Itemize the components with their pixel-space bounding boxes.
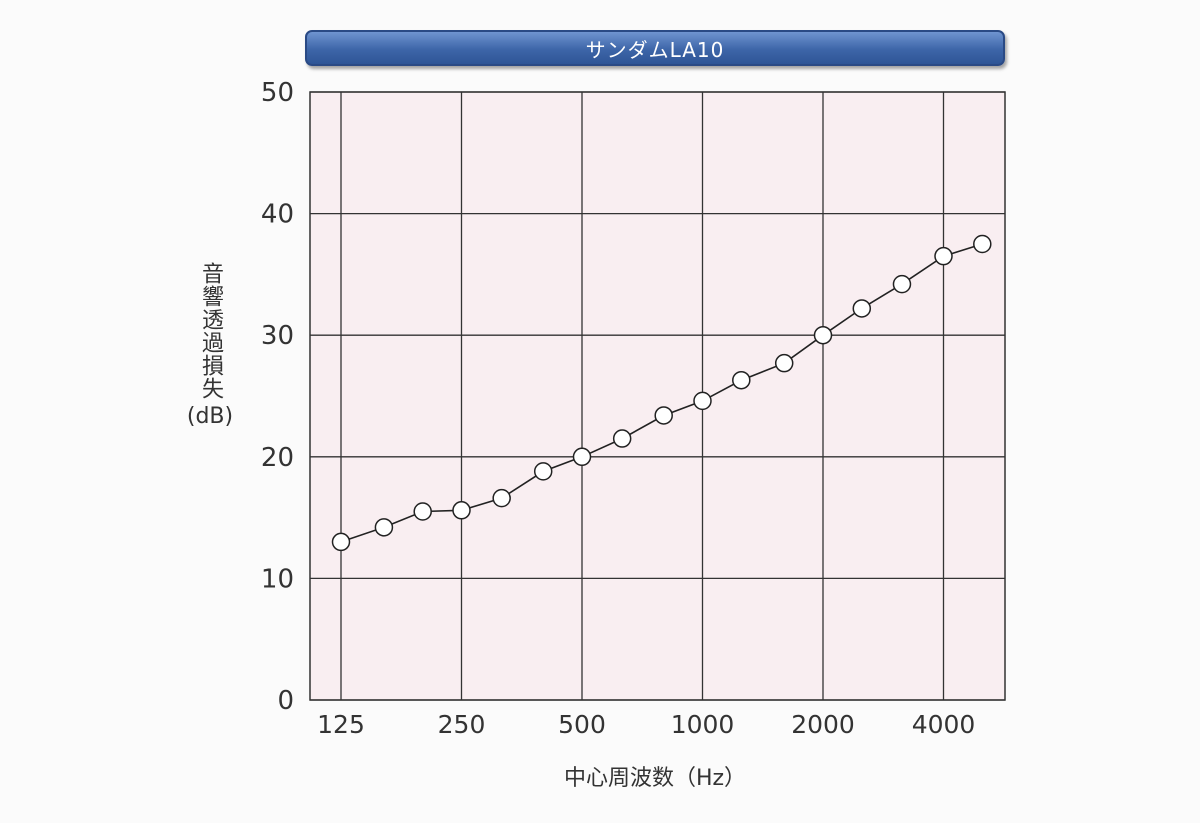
data-point bbox=[492, 488, 511, 508]
x-tick-label: 4000 bbox=[912, 710, 976, 739]
data-point bbox=[331, 532, 351, 552]
plot-border bbox=[309, 91, 1006, 701]
data-point bbox=[452, 501, 471, 520]
chart-title: サンダムLA10 bbox=[585, 37, 725, 62]
data-point bbox=[973, 234, 992, 254]
data-point bbox=[533, 462, 553, 481]
data-point bbox=[774, 353, 794, 373]
y-axis-title: 音響透過損失 (dB) bbox=[184, 262, 236, 430]
plot-area bbox=[310, 92, 1005, 700]
y-axis-unit: (dB) bbox=[186, 404, 234, 429]
data-point bbox=[813, 325, 833, 345]
data-point bbox=[572, 447, 592, 467]
data-point bbox=[892, 274, 912, 294]
y-tick-label: 0 bbox=[277, 686, 294, 716]
data-point bbox=[693, 391, 712, 411]
data-point bbox=[374, 518, 394, 537]
y-axis-label: 音響透過損失 bbox=[198, 262, 223, 400]
data-point bbox=[732, 370, 751, 390]
data-point bbox=[654, 406, 673, 425]
y-tick-label: 10 bbox=[261, 564, 294, 594]
x-tick-label: 2000 bbox=[791, 710, 855, 739]
data-point bbox=[413, 502, 432, 521]
x-tick-label: 250 bbox=[438, 710, 486, 739]
y-tick-label: 40 bbox=[261, 200, 294, 230]
chart-title-bar: サンダムLA10 bbox=[305, 30, 1005, 66]
y-tick-label: 20 bbox=[261, 443, 294, 473]
data-point bbox=[852, 299, 872, 318]
data-point bbox=[612, 429, 632, 448]
x-tick-label: 125 bbox=[317, 710, 365, 739]
x-tick-label: 500 bbox=[558, 710, 606, 739]
x-axis-title: 中心周波数（Hz） bbox=[563, 766, 747, 791]
data-point bbox=[934, 246, 953, 266]
y-tick-label: 50 bbox=[261, 78, 294, 108]
y-tick-label: 30 bbox=[261, 321, 294, 351]
x-tick-label: 1000 bbox=[671, 710, 735, 739]
